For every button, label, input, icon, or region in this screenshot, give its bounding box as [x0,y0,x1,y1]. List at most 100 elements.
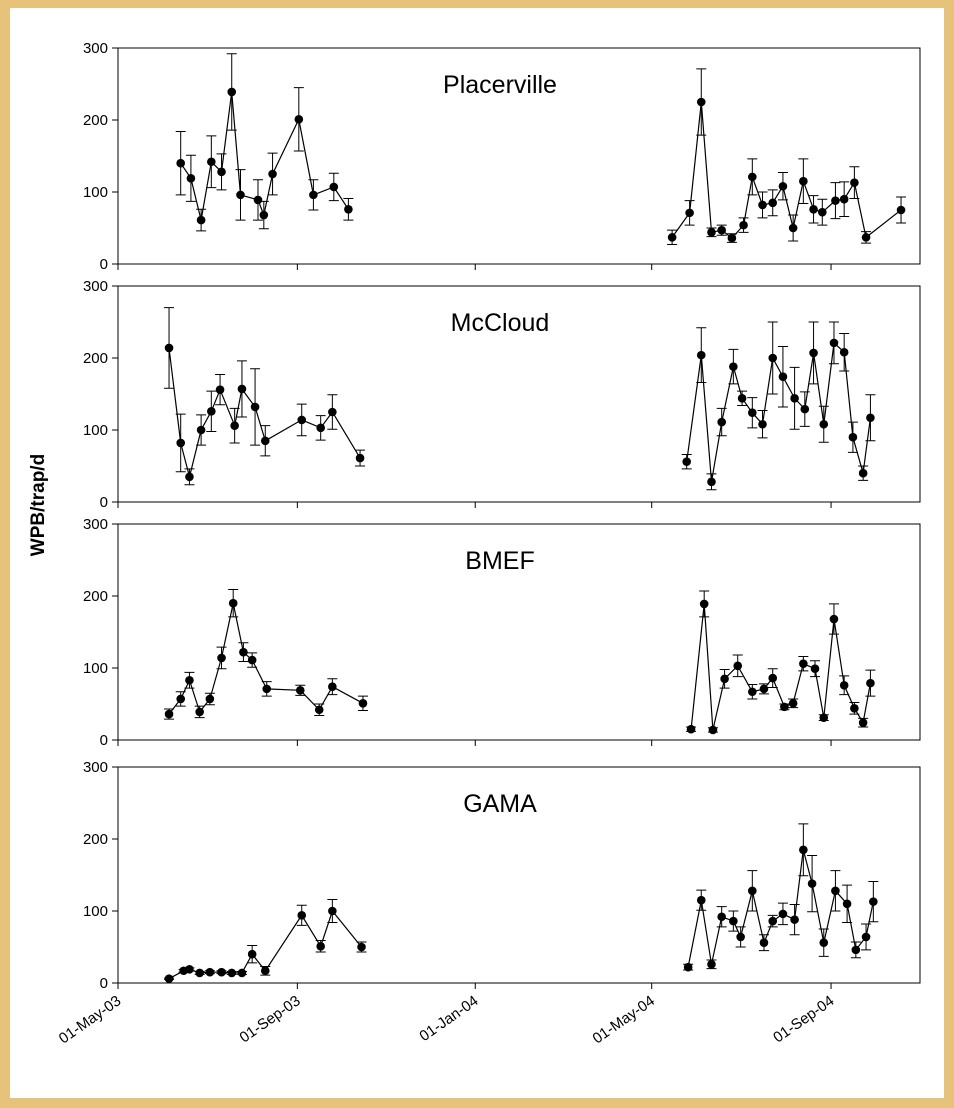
data-point [758,200,767,210]
data-point [696,97,706,107]
data-point [215,385,225,394]
x-tick-label: 01-May-03 [56,992,124,1047]
data-point [185,472,194,482]
data-point [768,353,778,363]
data-point [819,419,829,429]
data-point [237,968,247,978]
data-point [196,425,206,435]
data-point [748,687,757,697]
data-point [831,196,840,205]
data-point [682,457,691,466]
data-point [185,965,194,974]
data-point [861,932,871,942]
data-line [168,849,874,980]
data-point [799,176,808,186]
data-point [185,675,194,685]
y-tick-label: 0 [100,975,108,992]
data-point [707,477,716,487]
data-point [866,678,875,688]
y-tick-label: 100 [83,422,108,439]
data-point [717,417,726,427]
panel-title: GAMA [463,790,537,818]
x-tick-label: 01-Sep-03 [237,992,304,1046]
data-point [727,233,737,243]
data-point [227,87,237,97]
data-point [861,233,871,242]
plot-frame [117,523,921,741]
data-point [707,228,716,237]
data-point [758,419,767,429]
data-point [790,394,799,403]
data-point [316,941,325,951]
data-point [790,915,799,924]
data-line [168,603,871,731]
data-point [799,659,808,668]
data-point [800,404,810,414]
y-tick-label: 300 [83,278,108,295]
y-tick-label: 0 [100,732,108,749]
data-point [851,945,861,955]
panel-title: BMEF [465,547,534,575]
data-point [227,968,237,978]
data-point [164,974,174,983]
data-point [696,895,706,905]
data-point [818,207,827,217]
data-point [683,962,693,972]
data-point [819,713,829,722]
data-point [780,702,789,712]
data-point [708,725,718,735]
data-point [759,684,769,694]
data-point [778,909,788,919]
y-axis-label: WPB/trap/d [28,454,49,556]
y-tick-label: 200 [83,588,108,605]
data-point [858,718,868,728]
data-point [850,704,859,713]
data-point [759,938,769,947]
data-point [309,190,318,200]
data-point [328,682,337,692]
data-point [358,698,368,708]
data-point [768,198,778,208]
data-point [848,432,858,442]
data-point [196,215,206,225]
data-point [729,362,738,371]
data-point [247,949,257,959]
data-line [168,341,871,482]
data-point [328,407,337,417]
data-point [297,911,307,920]
data-point [748,886,757,896]
y-tick-label: 300 [83,40,108,57]
data-point [737,394,747,403]
y-tick-label: 100 [83,660,108,677]
data-point [839,680,849,690]
x-tick-label: 01-May-04 [590,992,658,1047]
data-point [699,599,709,609]
data-point [239,647,248,657]
data-point [768,673,778,683]
data-point [328,906,337,916]
data-point [696,350,706,360]
data-point [217,967,226,977]
plot-frame [117,766,921,984]
y-tick-label: 300 [83,516,108,533]
data-point [186,174,196,183]
data-point [329,182,339,192]
data-point [810,664,820,674]
data-point [164,343,174,353]
data-point [717,912,726,922]
data-point [237,384,247,394]
data-point [176,158,186,168]
y-tick-label: 100 [83,184,108,201]
data-point [788,698,798,708]
data-point [217,167,226,177]
data-point [253,195,263,205]
data-point [739,220,748,230]
data-point [788,223,798,233]
data-point [717,225,726,235]
plot-frame [117,47,921,265]
data-point [809,204,818,214]
data-point [176,438,186,448]
data-point [228,598,238,608]
